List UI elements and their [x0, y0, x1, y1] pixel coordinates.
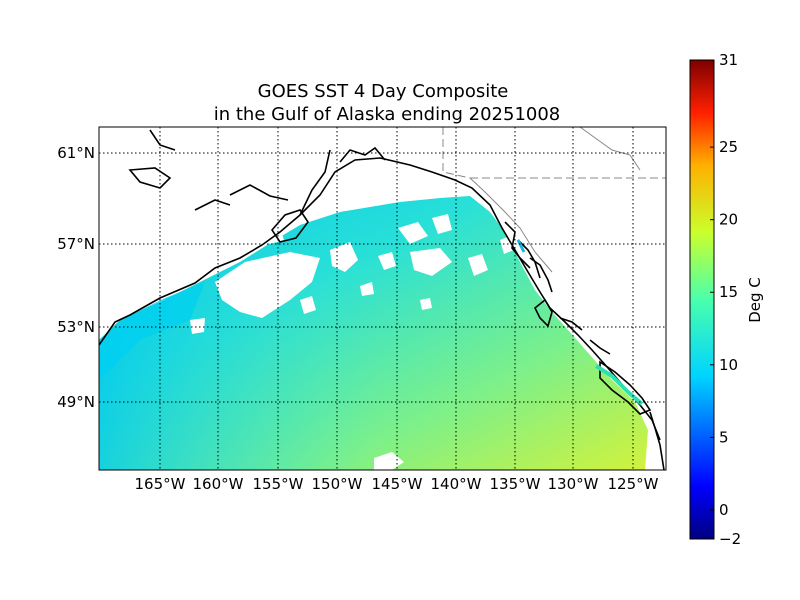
lon-label: 140°W: [431, 475, 482, 493]
lon-label: 165°W: [135, 475, 186, 493]
lon-label: 125°W: [608, 475, 659, 493]
coastline: [99, 129, 665, 470]
colorbar-tick-label: 31: [719, 51, 738, 69]
graticule: [99, 127, 666, 470]
latitude-labels: 61°N 57°N 53°N 49°N: [57, 144, 95, 411]
lat-label: 57°N: [57, 235, 95, 253]
map-panel: [99, 127, 666, 470]
lon-label: 130°W: [548, 475, 599, 493]
lon-label: 155°W: [253, 475, 304, 493]
map-frame: [98, 126, 667, 471]
colorbar: [689, 59, 715, 540]
lon-label: 135°W: [490, 475, 541, 493]
colorbar-tick-label: −2: [719, 530, 741, 548]
lat-label: 49°N: [57, 393, 95, 411]
colorbar-tick-label: 10: [719, 356, 738, 374]
longitude-labels: 165°W 160°W 155°W 150°W 145°W 140°W 135°W 130°W…: [135, 475, 659, 493]
colorbar-tick-label: 5: [719, 428, 729, 446]
map-title-line1: GOES SST 4 Day Composite: [258, 81, 509, 102]
colorbar-tick-label: 15: [719, 283, 738, 301]
lat-label: 53°N: [57, 318, 95, 336]
map-title-line2: in the Gulf of Alaska ending 20251008: [214, 104, 561, 125]
colorbar-tick-label: 20: [719, 211, 738, 229]
lon-label: 160°W: [193, 475, 244, 493]
colorbar-tick-label: 0: [719, 501, 729, 519]
lon-label: 145°W: [372, 475, 423, 493]
colorbar-label: Deg C: [746, 277, 764, 323]
cloud-gaps: [190, 214, 514, 470]
colorbar-ticks: 31 25 20 15 10 5 0 −2: [710, 51, 741, 548]
colorbar-tick-label: 25: [719, 138, 738, 156]
lon-label: 150°W: [312, 475, 363, 493]
lat-label: 61°N: [57, 144, 95, 162]
